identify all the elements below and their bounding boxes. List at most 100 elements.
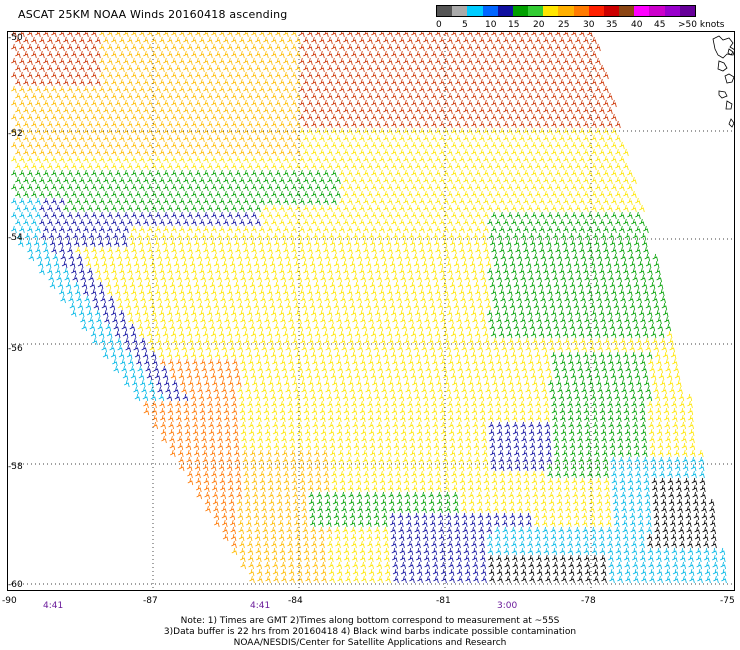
wind-barb — [441, 365, 447, 374]
wind-barb — [599, 92, 605, 101]
wind-barb — [203, 127, 209, 136]
wind-barb — [662, 351, 669, 360]
wind-barb — [251, 183, 257, 192]
wind-barb — [440, 274, 446, 283]
wind-barb — [244, 337, 250, 346]
wind-barb — [93, 302, 100, 311]
wind-barb — [647, 267, 653, 276]
wind-barb — [236, 295, 242, 304]
wind-barb — [624, 274, 630, 283]
wind-barb — [611, 141, 617, 150]
wind-barb — [595, 43, 601, 52]
wind-barb — [239, 134, 245, 143]
wind-barb — [236, 498, 243, 507]
wind-barb — [393, 365, 399, 374]
wind-barb — [23, 106, 29, 115]
wind-barb — [87, 162, 93, 171]
wind-barb — [288, 274, 294, 283]
wind-barb — [295, 190, 301, 199]
colorbar-label: 10 — [485, 20, 497, 30]
wind-barb — [395, 99, 401, 108]
wind-barb — [19, 71, 25, 80]
wind-barb — [698, 449, 704, 458]
wind-barb — [638, 351, 645, 360]
wind-barb — [307, 288, 313, 297]
wind-barb — [627, 477, 634, 486]
wind-barb — [543, 64, 549, 73]
wind-barb — [443, 43, 449, 52]
wind-barb — [132, 337, 138, 346]
wind-barb — [691, 477, 698, 486]
wind-barb — [191, 190, 197, 199]
wind-barb — [652, 491, 658, 500]
wind-barb — [586, 330, 593, 339]
wind-barb — [459, 71, 465, 80]
wind-barb — [423, 120, 429, 129]
wind-barb — [658, 372, 665, 381]
wind-barb — [315, 127, 321, 136]
wind-barb — [315, 141, 321, 150]
wind-barb — [335, 218, 341, 227]
wind-barb — [488, 421, 494, 430]
wind-barb — [49, 281, 56, 290]
wind-barb — [295, 78, 301, 87]
wind-barb — [645, 344, 651, 353]
wind-barb — [35, 127, 41, 136]
wind-barb — [582, 351, 589, 360]
wind-barb — [112, 358, 118, 367]
wind-barb — [89, 323, 96, 332]
wind-barb — [683, 477, 690, 486]
wind-barb — [359, 120, 365, 129]
wind-barb — [409, 239, 416, 248]
wind-barb — [372, 379, 378, 388]
wind-barb — [255, 162, 261, 171]
wind-barb — [462, 351, 469, 360]
wind-barb — [635, 197, 641, 206]
wind-barb — [183, 162, 189, 171]
wind-barb — [547, 211, 553, 220]
wind-barb — [375, 204, 381, 213]
wind-barb — [190, 309, 197, 318]
wind-barb — [379, 57, 385, 66]
wind-barb — [227, 477, 234, 486]
wind-barb — [95, 64, 101, 73]
wind-barb — [426, 330, 433, 339]
wind-barb — [71, 176, 77, 185]
wind-barb — [131, 71, 137, 80]
wind-barb — [586, 372, 593, 381]
wind-barb — [67, 71, 73, 80]
wind-barb — [274, 463, 281, 472]
wind-barb — [195, 211, 201, 220]
wind-barb — [379, 71, 385, 80]
wind-barb — [283, 85, 289, 94]
wind-barb — [387, 99, 393, 108]
wind-barb — [547, 43, 553, 52]
wind-barb — [548, 295, 554, 304]
wind-barb — [394, 463, 401, 472]
wind-barb — [355, 85, 361, 94]
wind-barb — [141, 302, 148, 311]
wind-barb — [466, 449, 472, 458]
wind-barb — [179, 169, 185, 178]
wind-barb — [286, 393, 293, 402]
wind-barb — [60, 295, 66, 304]
wind-barb — [423, 64, 429, 73]
wind-barb — [263, 407, 270, 416]
wind-barb — [235, 183, 241, 192]
wind-barb — [666, 456, 672, 465]
wind-barb — [579, 470, 585, 479]
wind-barb — [323, 127, 329, 136]
wind-barb — [507, 288, 513, 297]
wind-barb — [665, 365, 671, 374]
wind-barb — [407, 134, 413, 143]
wind-barb — [411, 477, 418, 486]
wind-barb — [539, 57, 545, 66]
wind-barb — [194, 463, 201, 472]
wind-barb — [88, 274, 94, 283]
wind-barb — [287, 36, 293, 45]
wind-barb — [223, 162, 229, 171]
wind-barb — [178, 463, 185, 472]
wind-barb — [195, 141, 201, 150]
wind-barb — [440, 428, 447, 437]
wind-barb — [394, 456, 400, 465]
